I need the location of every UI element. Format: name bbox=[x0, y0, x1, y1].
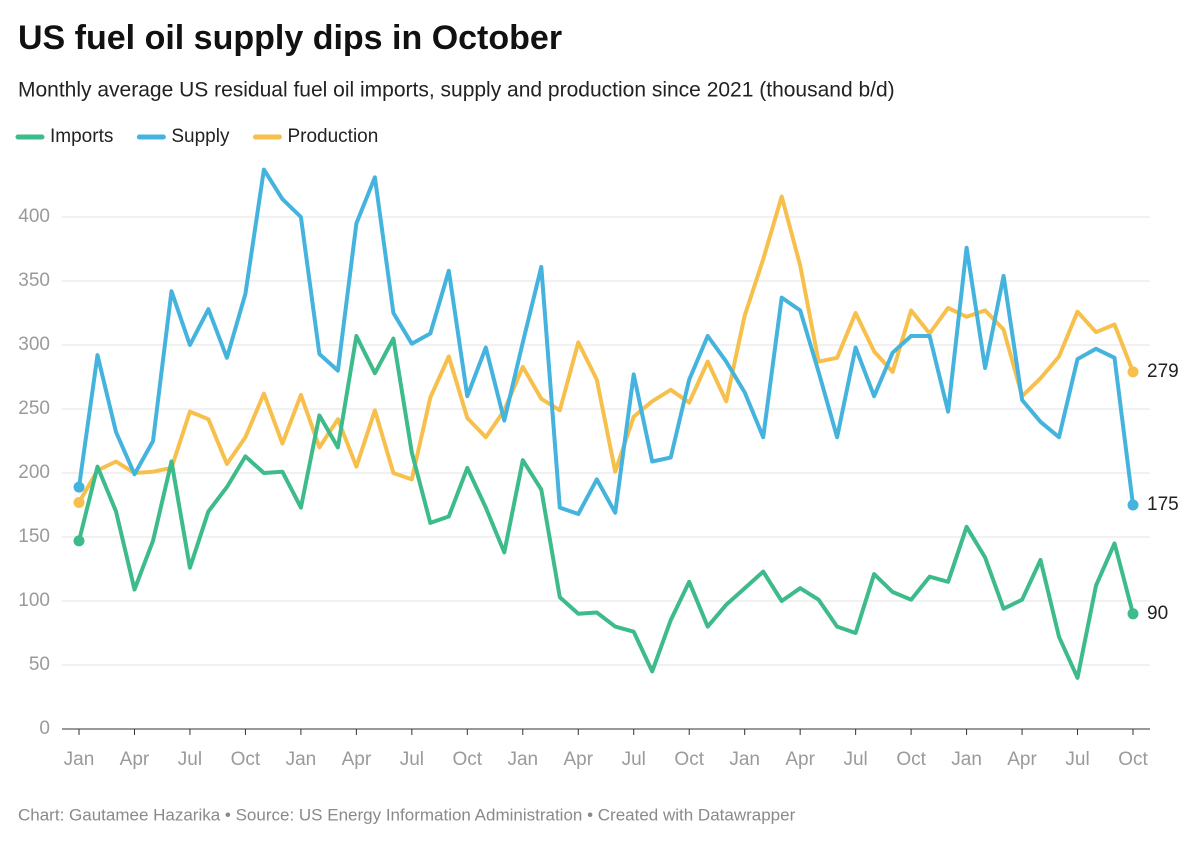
series-line bbox=[77, 334, 1135, 680]
x-tick-label: Jul bbox=[843, 749, 867, 770]
end-dot bbox=[1127, 608, 1139, 620]
end-dot bbox=[1127, 366, 1139, 378]
y-tick-label: 0 bbox=[39, 718, 50, 739]
x-tick-label: Jan bbox=[729, 749, 760, 770]
y-tick-label: 350 bbox=[18, 270, 50, 291]
end-label: 279 bbox=[1147, 361, 1179, 382]
series-line bbox=[77, 194, 1135, 505]
footer: Chart: Gautamee Hazarika • Source: US En… bbox=[18, 805, 796, 824]
chart-subtitle: Monthly average US residual fuel oil imp… bbox=[18, 79, 895, 102]
end-dot bbox=[73, 481, 85, 493]
x-tick-label: Apr bbox=[785, 749, 815, 770]
legend-label: Imports bbox=[50, 126, 113, 147]
y-tick-label: 250 bbox=[18, 398, 50, 419]
x-tick-label: Jul bbox=[400, 749, 424, 770]
x-tick-label: Jul bbox=[622, 749, 646, 770]
x-tick-label: Oct bbox=[1118, 749, 1148, 770]
y-tick-label: 400 bbox=[18, 206, 50, 227]
x-tick-label: Apr bbox=[120, 749, 150, 770]
x-tick-label: Jul bbox=[178, 749, 202, 770]
end-dot bbox=[1127, 499, 1139, 511]
y-tick-label: 300 bbox=[18, 334, 50, 355]
legend-label: Supply bbox=[171, 126, 230, 147]
end-label: 175 bbox=[1147, 494, 1179, 515]
x-tick-label: Jan bbox=[286, 749, 317, 770]
x-tick-label: Apr bbox=[342, 749, 372, 770]
x-tick-label: Jan bbox=[507, 749, 538, 770]
y-tick-label: 100 bbox=[18, 590, 50, 611]
series-line bbox=[77, 167, 1135, 516]
x-tick-label: Oct bbox=[896, 749, 926, 770]
x-tick-label: Jan bbox=[951, 749, 982, 770]
x-tick-label: Oct bbox=[674, 749, 704, 770]
end-dot bbox=[73, 535, 85, 547]
x-tick-label: Oct bbox=[231, 749, 261, 770]
y-tick-label: 50 bbox=[29, 654, 50, 675]
legend-label: Production bbox=[287, 126, 378, 147]
end-label: 90 bbox=[1147, 603, 1168, 624]
y-tick-label: 200 bbox=[18, 462, 50, 483]
x-tick-label: Jul bbox=[1065, 749, 1089, 770]
x-tick-label: Oct bbox=[453, 749, 483, 770]
x-tick-label: Jan bbox=[64, 749, 95, 770]
x-tick-label: Apr bbox=[563, 749, 593, 770]
chart-title: US fuel oil supply dips in October bbox=[18, 19, 562, 57]
y-tick-label: 150 bbox=[18, 526, 50, 547]
end-dot bbox=[73, 496, 85, 508]
x-tick-label: Apr bbox=[1007, 749, 1037, 770]
